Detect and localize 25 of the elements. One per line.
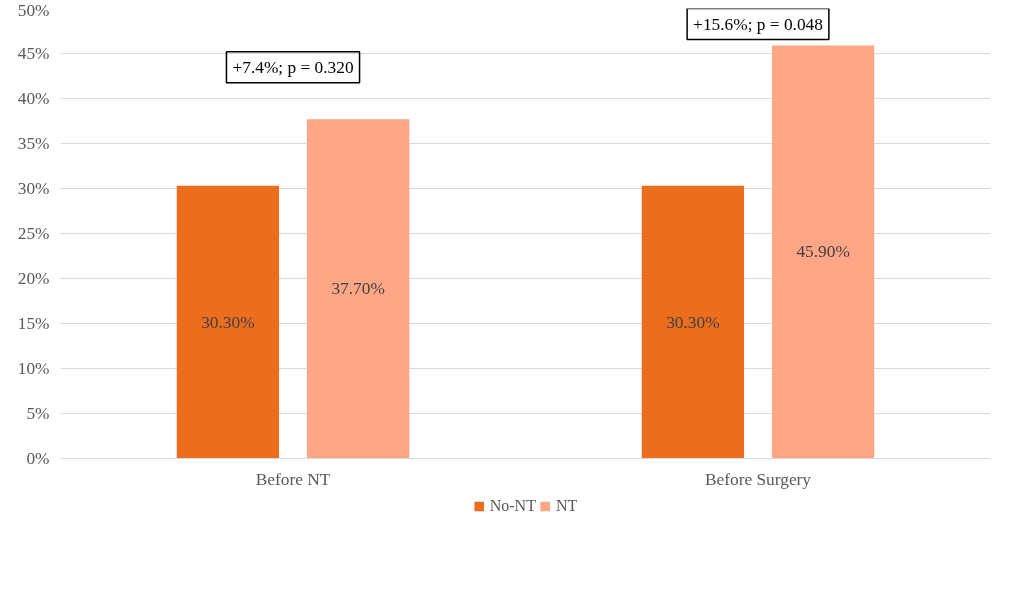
y-tick-label: 50% (17, 0, 50, 20)
bar (176, 185, 280, 459)
y-tick-label: 5% (26, 404, 50, 423)
y-tick-label: 45% (17, 44, 50, 63)
data-label: 45.90% (796, 242, 850, 262)
bar (641, 185, 745, 459)
legend-label: No-NT (489, 497, 536, 515)
data-label: 37.70% (331, 279, 385, 299)
y-tick-label: 20% (17, 269, 50, 288)
y-tick-label: 0% (26, 449, 50, 468)
y-tick-label: 30% (17, 179, 50, 198)
bar (306, 119, 410, 459)
bar (771, 45, 875, 459)
y-tick-label: 40% (17, 89, 50, 108)
annotation: +15.6%; p = 0.048 (693, 14, 823, 34)
x-tick-label: Before NT (255, 469, 331, 489)
data-label: 30.30% (666, 312, 720, 332)
y-tick-label: 15% (17, 314, 50, 333)
y-tick-label: 10% (17, 359, 50, 378)
annotation: +7.4%; p = 0.320 (232, 57, 354, 77)
y-tick-label: 35% (17, 134, 50, 153)
y-tick-label: 25% (17, 224, 50, 243)
data-label: 30.30% (201, 312, 255, 332)
legend-label: NT (555, 497, 578, 515)
x-tick-label: Before Surgery (704, 469, 812, 489)
